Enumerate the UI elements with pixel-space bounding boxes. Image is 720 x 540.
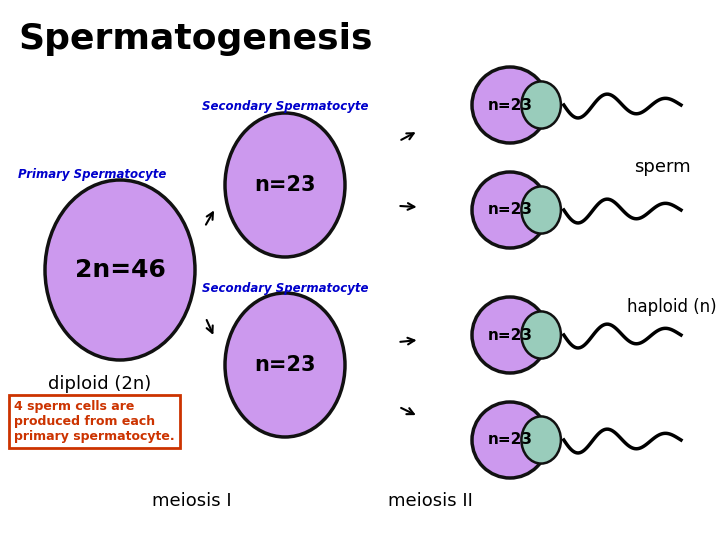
Text: Spermatogenesis: Spermatogenesis (18, 22, 372, 56)
Text: 2n=46: 2n=46 (75, 258, 166, 282)
Circle shape (472, 172, 548, 248)
Text: n=23: n=23 (487, 202, 533, 218)
Circle shape (472, 402, 548, 478)
Text: Secondary Spermatocyte: Secondary Spermatocyte (202, 100, 368, 113)
Circle shape (472, 297, 548, 373)
Text: Secondary Spermatocyte: Secondary Spermatocyte (202, 282, 368, 295)
Text: meiosis I: meiosis I (152, 492, 232, 510)
Text: n=23: n=23 (254, 355, 316, 375)
Text: haploid (n): haploid (n) (627, 298, 716, 316)
Ellipse shape (225, 113, 345, 257)
Ellipse shape (521, 312, 561, 359)
Text: n=23: n=23 (487, 433, 533, 448)
Text: sperm: sperm (634, 158, 690, 176)
Text: n=23: n=23 (487, 98, 533, 112)
Text: Primary Spermatocyte: Primary Spermatocyte (18, 168, 166, 181)
Circle shape (472, 67, 548, 143)
Ellipse shape (521, 186, 561, 234)
Ellipse shape (225, 293, 345, 437)
Ellipse shape (45, 180, 195, 360)
Text: n=23: n=23 (254, 175, 316, 195)
Text: meiosis II: meiosis II (387, 492, 472, 510)
Ellipse shape (521, 82, 561, 129)
Ellipse shape (521, 416, 561, 463)
Text: diploid (2n): diploid (2n) (48, 375, 151, 393)
Text: 4 sperm cells are
produced from each
primary spermatocyte.: 4 sperm cells are produced from each pri… (14, 400, 175, 443)
Text: n=23: n=23 (487, 327, 533, 342)
